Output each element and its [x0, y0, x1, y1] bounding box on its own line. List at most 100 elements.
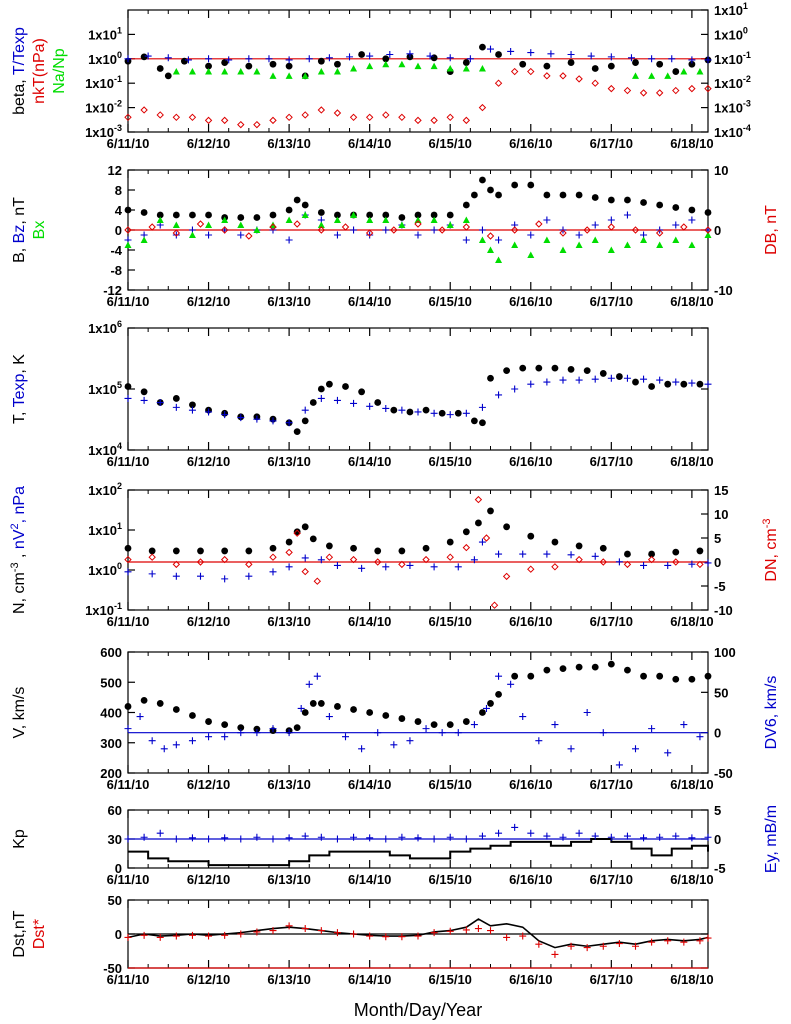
data-point [511, 823, 519, 831]
data-point [446, 538, 454, 546]
data-point [446, 65, 454, 72]
data-point [317, 385, 325, 393]
data-point [189, 712, 196, 719]
data-point [317, 700, 325, 707]
data-point [623, 241, 631, 248]
data-point [124, 113, 132, 122]
data-point [350, 226, 358, 234]
x-tick-label: 6/13/10 [267, 777, 310, 792]
data-point [511, 672, 519, 680]
data-point [140, 209, 148, 216]
data-point [640, 672, 647, 680]
data-point [454, 409, 462, 417]
series-black [124, 364, 704, 436]
data-point [688, 834, 696, 842]
data-point [398, 214, 406, 221]
data-point [406, 50, 414, 58]
data-point [398, 60, 406, 68]
data-point [358, 51, 366, 58]
panel-beta_nkt_ratio: 6/11/10 6/12/10 6/13/10 6/14/10 6/15/10 6/16/… [11, 1, 751, 151]
data-point [535, 220, 543, 228]
data-point [664, 749, 672, 757]
data-point [398, 715, 406, 722]
data-point [551, 538, 559, 546]
series-black [124, 660, 712, 735]
data-point [575, 555, 583, 564]
x-tick-label: 6/12/10 [187, 136, 230, 151]
data-point [422, 544, 430, 552]
y-axis-label: T, Texp, K [11, 354, 28, 424]
x-tick-label: 6/15/10 [429, 454, 472, 469]
data-point [285, 62, 293, 70]
data-point [398, 933, 406, 941]
data-point [172, 835, 180, 843]
data-point [382, 111, 390, 119]
data-point [599, 729, 607, 737]
series-line [128, 838, 709, 867]
data-point [253, 120, 261, 129]
data-point [672, 236, 680, 243]
data-point [672, 68, 680, 75]
data-point [156, 399, 164, 407]
data-point [269, 725, 277, 733]
data-point [462, 236, 470, 244]
data-point [188, 737, 196, 745]
data-point [398, 406, 406, 414]
data-point [656, 376, 664, 384]
data-point [470, 191, 478, 199]
data-point [124, 241, 132, 248]
data-point [688, 206, 696, 214]
data-point [342, 733, 349, 741]
data-point [470, 417, 478, 425]
data-point [704, 56, 712, 64]
y-axis-label-right: DB, nT [763, 205, 780, 255]
data-point [164, 54, 172, 62]
y-tick-label-right: 0 [714, 555, 721, 570]
data-point [285, 922, 293, 930]
data-point [414, 231, 422, 239]
data-point [398, 547, 406, 555]
data-point [624, 550, 631, 558]
data-point [237, 930, 245, 938]
data-point [462, 528, 470, 536]
data-point [172, 706, 180, 713]
data-point [374, 558, 382, 566]
x-tick-label: 6/16/10 [509, 614, 552, 629]
data-point [148, 223, 156, 231]
data-point [591, 79, 599, 87]
data-point [253, 68, 261, 75]
x-tick-label: 6/14/10 [348, 872, 391, 887]
data-point [285, 206, 293, 214]
data-point [591, 221, 599, 229]
data-point [599, 942, 607, 950]
data-point [317, 68, 325, 75]
data-point [237, 729, 245, 737]
data-point [366, 834, 374, 842]
data-point [599, 370, 607, 377]
data-point [599, 544, 607, 552]
data-point [688, 241, 696, 248]
y-tick-label: 1x10-2 [85, 99, 122, 116]
data-point [688, 560, 696, 568]
data-point [172, 403, 180, 411]
data-point [366, 52, 374, 60]
data-point [479, 419, 486, 427]
x-tick-label: 6/17/10 [590, 614, 633, 629]
series-blue [124, 672, 704, 769]
panel-temperature: 6/11/10 6/12/10 6/13/10 6/14/10 6/15/10 6/16/… [11, 319, 714, 469]
data-point [559, 72, 567, 80]
data-point [462, 116, 471, 125]
data-point [462, 926, 470, 934]
data-point [495, 550, 503, 558]
data-point [160, 745, 168, 753]
x-tick-label: 6/11/10 [107, 454, 150, 469]
data-point [188, 68, 196, 75]
y-tick-label: 12 [108, 163, 122, 178]
data-point [124, 568, 132, 576]
x-tick-label: 6/15/10 [429, 972, 472, 987]
data-point [438, 409, 446, 417]
data-point [414, 216, 422, 223]
data-point [350, 706, 357, 713]
data-point [398, 221, 406, 228]
